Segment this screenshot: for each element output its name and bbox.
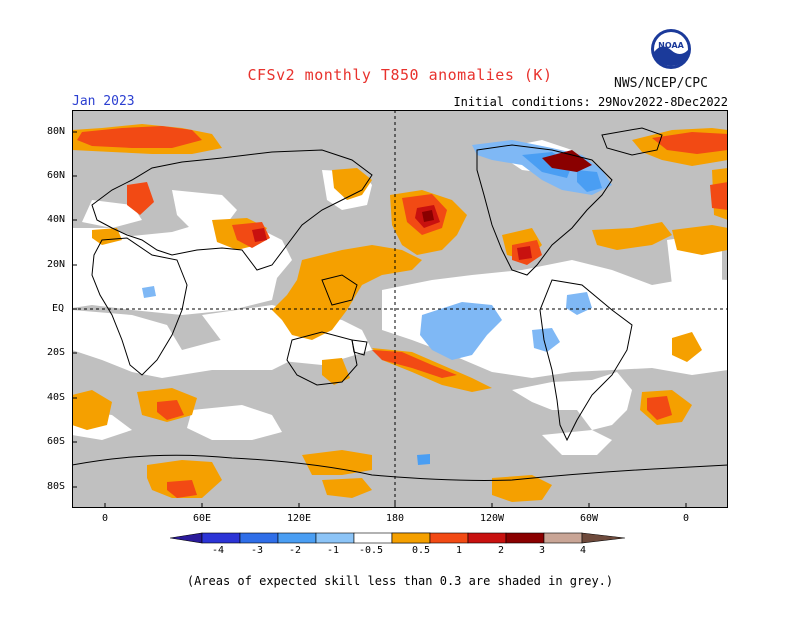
lon-label-120w: 120W xyxy=(479,513,505,524)
forecast-month: Jan 2023 xyxy=(72,94,135,109)
anomaly-map xyxy=(72,110,728,508)
lat-label-40n: 40N xyxy=(47,214,66,225)
legend-label: -3 xyxy=(251,545,264,556)
lat-label-40s: 40S xyxy=(47,392,66,403)
legend-label: -4 xyxy=(212,545,225,556)
lat-label-60n: 60N xyxy=(47,170,66,181)
legend-label: 0.5 xyxy=(412,545,431,556)
legend-label: 2 xyxy=(498,545,505,556)
west-pacific-warm xyxy=(272,245,422,340)
lon-label-60e: 60E xyxy=(192,513,212,524)
logo-text: NOAA xyxy=(658,41,684,50)
legend-arrow-right xyxy=(581,532,626,544)
lat-label-eq: EQ xyxy=(52,303,65,314)
tick-marks xyxy=(72,131,687,508)
lon-label-60w: 60W xyxy=(579,513,599,524)
lat-label-80s: 80S xyxy=(47,481,66,492)
footnote: (Areas of expected skill less than 0.3 a… xyxy=(186,574,614,588)
tropical-pacific-cool xyxy=(420,302,502,360)
initial-conditions: Initial conditions: 29Nov2022-8Dec2022 xyxy=(453,95,728,109)
lon-label-0: 0 xyxy=(101,513,109,524)
legend-label: 3 xyxy=(539,545,546,556)
lon-label-0-east: 0 xyxy=(682,513,690,524)
color-legend xyxy=(170,532,626,544)
legend-label: 1 xyxy=(456,545,463,556)
lat-label-20s: 20S xyxy=(47,347,66,358)
legend-label: -0.5 xyxy=(359,545,384,556)
coastlines xyxy=(72,127,728,481)
legend-arrow-left xyxy=(170,532,203,544)
legend-label: -1 xyxy=(327,545,340,556)
lat-label-20n: 20N xyxy=(47,259,66,270)
agency-label: NWS/NCEP/CPC xyxy=(614,76,708,91)
lat-label-60s: 60S xyxy=(47,436,66,447)
lat-label-80n: 80N xyxy=(47,126,66,137)
lon-label-120e: 120E xyxy=(286,513,312,524)
legend-label: -2 xyxy=(289,545,302,556)
legend-label: 4 xyxy=(580,545,587,556)
page-title: CFSv2 monthly T850 anomalies (K) xyxy=(247,66,553,84)
neutral-regions xyxy=(72,140,728,455)
cold-anomalies xyxy=(142,140,612,465)
noaa-logo: NOAA xyxy=(650,28,692,74)
lon-label-180: 180 xyxy=(385,513,405,524)
